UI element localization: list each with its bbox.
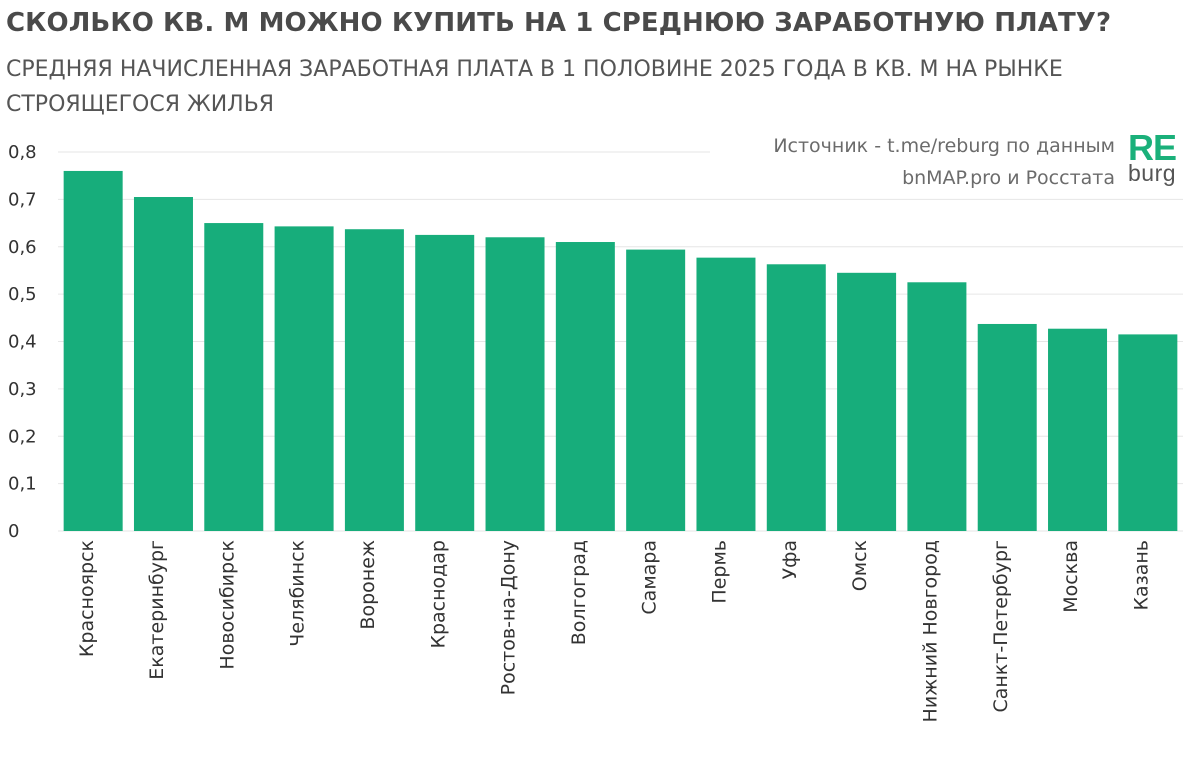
y-tick-label: 0,8 — [8, 142, 37, 163]
source-line-1: Источник - t.me/reburg по данным — [773, 135, 1115, 157]
x-tick-label: Нижний Новгород — [920, 540, 942, 722]
bar — [133, 197, 193, 531]
reburg-logo: RE burg — [1128, 130, 1182, 185]
bar — [415, 234, 475, 531]
y-tick-label: 0,4 — [8, 332, 37, 353]
y-tick-label: 0,7 — [8, 189, 37, 210]
source-line-2: bnMAP.pro и Росстата — [902, 167, 1115, 189]
chart-subtitle: СРЕДНЯЯ НАЧИСЛЕННАЯ ЗАРАБОТНАЯ ПЛАТА В 1… — [6, 57, 1063, 117]
y-tick-label: 0 — [8, 521, 19, 542]
x-tick-label: Красноярск — [76, 540, 98, 657]
x-tick-label: Санкт-Петербург — [990, 540, 1012, 713]
x-tick-label: Омск — [849, 540, 871, 591]
bar — [555, 242, 615, 531]
bar — [977, 323, 1037, 531]
x-tick-label: Екатеринбург — [146, 540, 168, 680]
bar — [344, 229, 404, 531]
bar — [696, 257, 756, 531]
y-tick-label: 0,2 — [8, 426, 37, 447]
logo-burg-text: burg — [1128, 160, 1177, 186]
source-note: Источник - t.me/reburg по данным bnMAP.p… — [773, 130, 1115, 194]
x-tick-label: Краснодар — [427, 540, 449, 649]
x-tick-label: Волгоград — [568, 540, 590, 645]
x-tick-label: Пермь — [709, 540, 731, 604]
x-tick-label: Челябинск — [287, 540, 309, 647]
y-axis-ticks: 0 0,1 0,2 0,3 0,4 0,5 0,6 0,7 0,8 — [8, 142, 37, 542]
x-tick-label: Уфа — [779, 540, 801, 579]
y-tick-label: 0,6 — [8, 237, 37, 258]
chart-title: СКОЛЬКО КВ. М МОЖНО КУПИТЬ НА 1 СРЕДНЮЮ … — [6, 8, 1112, 38]
x-tick-label: Казань — [1130, 540, 1152, 611]
bar — [274, 226, 334, 531]
bar — [1048, 328, 1108, 531]
x-tick-label: Ростов-на-Дону — [498, 540, 520, 695]
bar — [907, 282, 967, 531]
x-tick-label: Воронеж — [357, 540, 379, 630]
y-tick-label: 0,3 — [8, 379, 37, 400]
bar — [837, 272, 897, 531]
bar — [1118, 334, 1178, 531]
x-tick-label: Москва — [1060, 540, 1082, 613]
bar — [204, 223, 264, 531]
bar — [63, 170, 123, 531]
logo-re-text: RE — [1128, 127, 1177, 168]
bar — [766, 264, 826, 531]
x-tick-label: Самара — [638, 540, 660, 615]
bars — [63, 170, 1178, 531]
y-tick-label: 0,5 — [8, 284, 37, 305]
bar — [485, 237, 545, 531]
bar — [626, 249, 686, 531]
x-tick-label: Новосибирск — [216, 540, 238, 670]
x-axis-labels: Красноярск Екатеринбург Новосибирск Челябин… — [76, 540, 1153, 722]
y-tick-label: 0,1 — [8, 474, 37, 495]
